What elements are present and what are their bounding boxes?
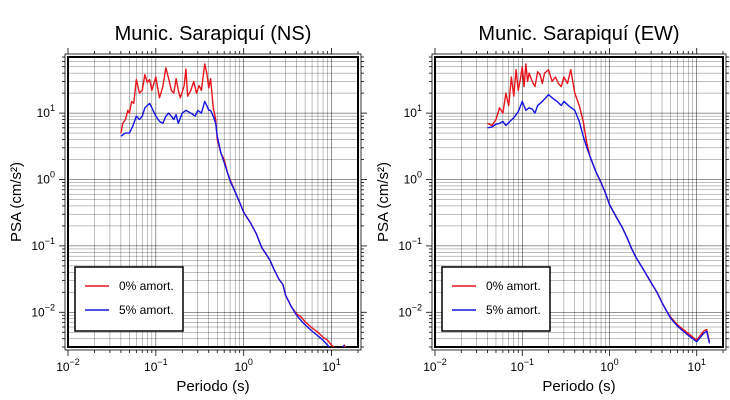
y-tick-base: 10: [31, 305, 45, 319]
y-tick-label: 10−2: [31, 302, 55, 319]
x-tick-exp: −1: [524, 357, 534, 367]
grid: [68, 57, 358, 347]
y-tick-label: 100: [404, 170, 422, 187]
y-tick-exp: −2: [45, 302, 55, 312]
x-tick-base: 10: [235, 360, 249, 374]
x-tick-base: 10: [144, 360, 158, 374]
plot-frame-outer: [431, 53, 727, 351]
x-tick-label: 101: [688, 357, 706, 374]
legend-label: 0% amort.: [119, 279, 174, 293]
x-tick-base: 10: [600, 360, 614, 374]
y-tick-label: 10−1: [398, 236, 422, 253]
x-tick-base: 10: [510, 360, 524, 374]
series-line-undamped: [120, 63, 346, 347]
plot-frame: [67, 56, 359, 348]
x-tick-base: 10: [423, 360, 437, 374]
y-axis-label: PSA (cm/s²): [375, 162, 392, 242]
y-tick-base: 10: [404, 106, 418, 120]
x-axis-label: Periodo (s): [176, 378, 249, 395]
x-tick-exp: −2: [70, 357, 80, 367]
y-tick-base: 10: [37, 173, 51, 187]
legend: 0% amort. 5% amort.: [441, 266, 551, 332]
y-tick-exp: 0: [50, 170, 55, 180]
y-tick-exp: 1: [50, 103, 55, 113]
legend-box: [441, 266, 551, 332]
y-tick-base: 10: [398, 305, 412, 319]
x-tick-exp: 1: [336, 357, 341, 367]
x-tick-exp: −1: [157, 357, 167, 367]
legend: 0% amort. 5% amort.: [74, 266, 184, 332]
y-tick-label: 10−2: [398, 302, 422, 319]
x-axis-label: Periodo (s): [542, 378, 615, 395]
y-tick-base: 10: [398, 239, 412, 253]
x-tick-label: 10−1: [144, 357, 168, 374]
x-tick-exp: 0: [614, 357, 619, 367]
legend-label: 0% amort.: [486, 279, 541, 293]
y-tick-label: 101: [37, 103, 55, 120]
chart-title: Munic. Sarapiquí (NS): [115, 23, 312, 45]
legend-label: 5% amort.: [119, 303, 174, 317]
x-tick-base: 10: [688, 360, 702, 374]
y-tick-label: 101: [404, 103, 422, 120]
y-tick-label: 100: [37, 170, 55, 187]
plot-frame: [434, 56, 724, 348]
chart-title: Munic. Sarapiquí (EW): [478, 23, 679, 45]
x-tick-label: 100: [235, 357, 253, 374]
tick-marks: [59, 48, 367, 356]
y-axis-label: PSA (cm/s²): [8, 162, 25, 242]
series-line-damped: [120, 100, 345, 347]
tick-marks: [426, 48, 730, 356]
y-tick-label: 10−1: [31, 236, 55, 253]
legend-label: 5% amort.: [486, 303, 541, 317]
x-tick-label: 101: [322, 357, 340, 374]
plot-frame-outer: [64, 53, 362, 351]
x-tick-exp: 0: [248, 357, 253, 367]
x-tick-label: 10−1: [510, 357, 534, 374]
y-tick-exp: −2: [412, 302, 422, 312]
x-tick-exp: −2: [437, 357, 447, 367]
x-tick-label: 100: [600, 357, 618, 374]
legend-box: [74, 266, 184, 332]
y-tick-exp: 1: [417, 103, 422, 113]
y-tick-base: 10: [37, 106, 51, 120]
y-tick-exp: −1: [45, 236, 55, 246]
y-tick-exp: 0: [417, 170, 422, 180]
y-tick-base: 10: [404, 173, 418, 187]
x-tick-exp: 1: [701, 357, 706, 367]
x-tick-base: 10: [322, 360, 336, 374]
series-line-damped: [487, 93, 711, 344]
y-tick-exp: −1: [412, 236, 422, 246]
x-tick-label: 10−2: [56, 357, 80, 374]
x-tick-label: 10−2: [423, 357, 447, 374]
y-tick-base: 10: [31, 239, 45, 253]
x-tick-base: 10: [56, 360, 70, 374]
